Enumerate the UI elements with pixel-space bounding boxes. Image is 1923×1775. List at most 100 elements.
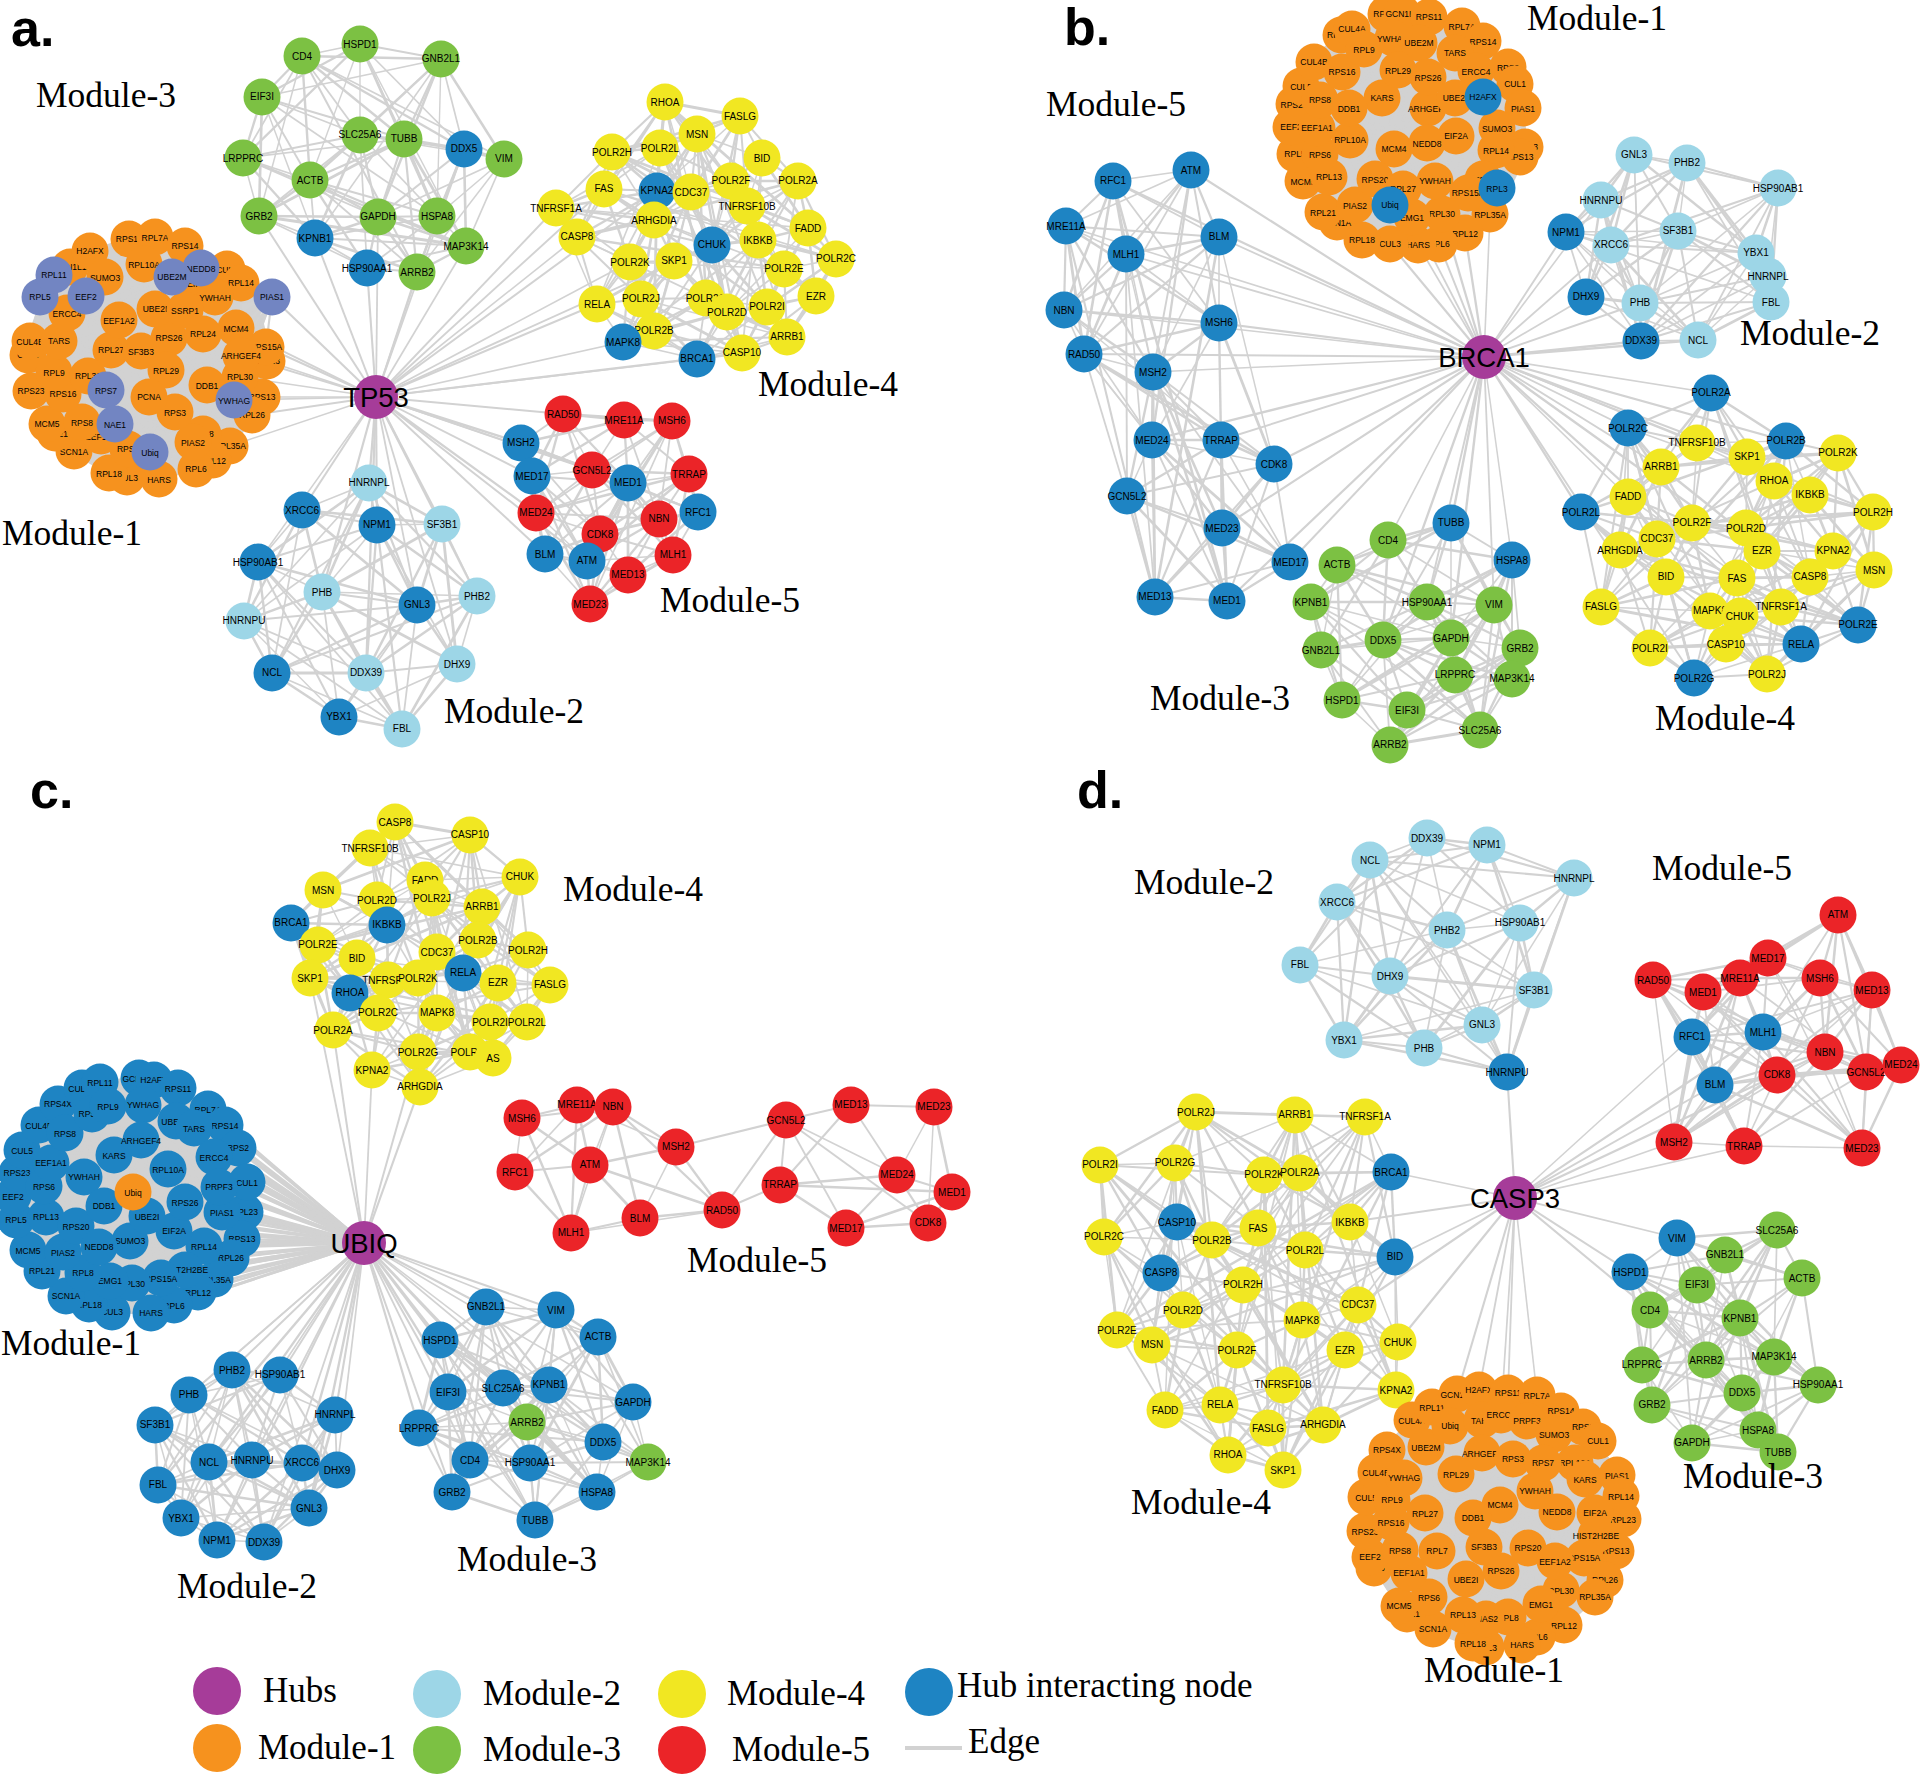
svg-text:CD4: CD4 [1640,1305,1660,1316]
svg-text:UBIQ: UBIQ [330,1228,397,1259]
svg-text:MAP3K14: MAP3K14 [625,1457,670,1468]
svg-text:BRCA1: BRCA1 [680,353,714,364]
svg-text:POLR2B: POLR2B [458,935,498,946]
svg-text:NBN: NBN [1814,1047,1835,1058]
svg-text:MLH1: MLH1 [558,1227,585,1238]
svg-text:DDX39: DDX39 [248,1537,281,1548]
svg-text:RHOA: RHOA [1214,1449,1243,1460]
svg-text:MSN: MSN [312,885,334,896]
svg-text:CHUK: CHUK [506,871,535,882]
svg-text:POLR2C: POLR2C [816,253,856,264]
svg-text:MED1: MED1 [1213,595,1241,606]
svg-text:SF3B3: SF3B3 [128,347,154,357]
svg-text:GAPDH: GAPDH [1433,633,1469,644]
svg-text:POLR2L: POLR2L [641,143,680,154]
svg-text:RPS6: RPS6 [1309,150,1331,160]
svg-text:MSH2: MSH2 [662,1141,690,1152]
svg-text:CHUK: CHUK [1384,1337,1413,1348]
svg-text:CDK8: CDK8 [1261,459,1288,470]
svg-text:NCL: NCL [262,667,282,678]
svg-text:H2AFX: H2AFX [1465,1385,1493,1395]
svg-text:CHUK: CHUK [698,239,727,250]
svg-text:MED24: MED24 [519,507,553,518]
svg-text:BLM: BLM [535,549,556,560]
svg-text:RPS8: RPS8 [1309,95,1331,105]
svg-text:ARRB2: ARRB2 [400,267,434,278]
svg-text:VIM: VIM [1668,1233,1686,1244]
svg-text:MAP3K14: MAP3K14 [1751,1351,1796,1362]
svg-text:POLR2C: POLR2C [1608,423,1648,434]
svg-text:FASLG: FASLG [1585,601,1617,612]
svg-text:POLR2F: POLR2F [712,175,751,186]
svg-text:RPL35A: RPL35A [1579,1592,1611,1602]
svg-text:MSH6: MSH6 [658,415,686,426]
svg-text:HSP90AA1: HSP90AA1 [505,1457,556,1468]
svg-text:RPL7: RPL7 [1426,1546,1448,1556]
svg-text:KPNB1: KPNB1 [1724,1313,1757,1324]
svg-text:ACTB: ACTB [585,1331,612,1342]
svg-text:CUL4B: CUL4B [1300,57,1328,67]
svg-text:RPL18: RPL18 [1349,235,1375,245]
svg-text:LRPPRC: LRPPRC [1435,669,1476,680]
svg-text:ERCC4: ERCC4 [1462,67,1491,77]
svg-text:ATM: ATM [1181,165,1201,176]
svg-text:RELA: RELA [1207,1399,1233,1410]
svg-text:RPS8: RPS8 [71,418,93,428]
svg-text:EEF1A2: EEF1A2 [103,316,135,326]
svg-text:GCN5L2: GCN5L2 [1108,491,1147,502]
svg-text:RHOA: RHOA [651,97,680,108]
svg-text:CDK8: CDK8 [1764,1069,1791,1080]
svg-text:SKP1: SKP1 [1734,451,1760,462]
svg-text:Module-2: Module-2 [483,1674,621,1713]
svg-text:EEF2: EEF2 [1359,1552,1381,1562]
svg-text:TARS: TARS [1444,48,1466,58]
svg-text:RPL11: RPL11 [41,270,67,280]
svg-text:Module-1: Module-1 [258,1728,396,1767]
svg-text:d.: d. [1077,761,1123,819]
svg-text:GAPDH: GAPDH [615,1397,651,1408]
svg-text:HNRNPU: HNRNPU [1580,195,1623,206]
svg-text:RPS6: RPS6 [33,1182,55,1192]
svg-text:ARRB1: ARRB1 [1644,461,1678,472]
svg-text:PHB: PHB [312,587,333,598]
svg-text:RPS11: RPS11 [1416,12,1443,22]
svg-text:MSH2: MSH2 [507,437,535,448]
svg-text:Module-2: Module-2 [177,1566,317,1606]
svg-text:MLH1: MLH1 [660,549,687,560]
svg-text:RPL10A: RPL10A [1334,135,1366,145]
svg-text:ARRB1: ARRB1 [770,331,804,342]
svg-text:PIAS2: PIAS2 [51,1248,75,1258]
svg-text:POLR2B: POLR2B [1192,1235,1232,1246]
svg-text:MED13: MED13 [1855,985,1889,996]
svg-text:POLR2E: POLR2E [298,939,338,950]
svg-text:RAD50: RAD50 [1068,349,1101,360]
svg-text:POLR2K: POLR2K [1818,447,1858,458]
svg-text:PCNA: PCNA [137,392,161,402]
svg-text:DDX5: DDX5 [1370,635,1397,646]
svg-text:DDB1: DDB1 [196,381,219,391]
svg-text:MSH6: MSH6 [1205,317,1233,328]
svg-text:RPS23: RPS23 [4,1168,31,1178]
svg-text:RPL18: RPL18 [1460,1639,1486,1649]
svg-text:NPM1: NPM1 [363,519,391,530]
svg-text:EIF2A: EIF2A [1444,131,1468,141]
svg-text:RPS20: RPS20 [63,1222,90,1232]
svg-text:BRCA1: BRCA1 [1438,342,1530,373]
svg-text:TNFRSF1A: TNFRSF1A [530,203,582,214]
svg-text:ARHGDIA: ARHGDIA [1300,1419,1346,1430]
svg-text:CASP8: CASP8 [1794,571,1827,582]
svg-text:ARRB1: ARRB1 [1278,1109,1312,1120]
svg-text:CDC37: CDC37 [675,187,708,198]
svg-text:PHB: PHB [1630,297,1651,308]
svg-text:KPNB1: KPNB1 [1295,597,1328,608]
svg-text:Module-3: Module-3 [1150,678,1290,718]
svg-text:SCN1A: SCN1A [1419,1624,1448,1634]
svg-text:RPS4X: RPS4X [1373,1445,1401,1455]
svg-text:ACTB: ACTB [297,175,324,186]
svg-text:HSP90AB1: HSP90AB1 [233,557,284,568]
svg-text:UBE2I: UBE2I [1443,93,1468,103]
svg-text:NBN: NBN [1053,305,1074,316]
svg-text:FBL: FBL [1762,297,1781,308]
svg-text:NEDD8: NEDD8 [1543,1507,1572,1517]
svg-text:PIAS1: PIAS1 [260,292,284,302]
